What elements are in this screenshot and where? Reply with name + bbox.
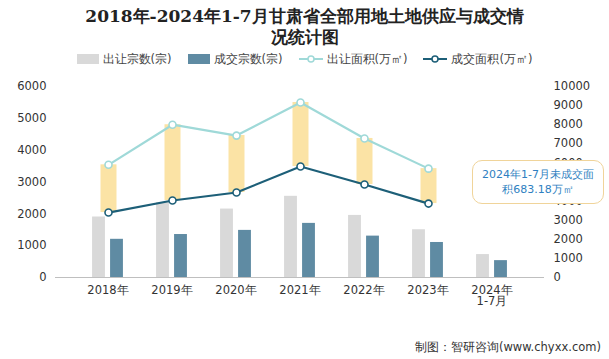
svg-text:2024年1-7月: 2024年1-7月	[471, 283, 512, 309]
svg-text:10000: 10000	[554, 79, 591, 93]
html-text:2024年1-7月未成交面积683.18万㎡: 2024年1-7月未成交面积683.18万㎡	[482, 168, 594, 196]
svg-text:3000: 3000	[17, 175, 46, 189]
svg-text:2019年: 2019年	[151, 283, 192, 297]
svg-text:4000: 4000	[17, 143, 46, 157]
html-text:2018年-2024年1-7月甘肃省全部用地土地供应与成交情: 2018年-2024年1-7月甘肃省全部用地土地供应与成交情况统计图	[85, 6, 524, 47]
html-text:成交宗数(宗): 成交宗数(宗)	[213, 51, 283, 66]
svg-text:1000: 1000	[17, 238, 46, 252]
svg-text:1000: 1000	[554, 251, 583, 265]
svg-text:7000: 7000	[554, 136, 583, 150]
html-text:出让面积(万㎡): 出让面积(万㎡)	[326, 51, 408, 66]
svg-text:2000: 2000	[17, 207, 46, 221]
svg-text:2023年: 2023年	[407, 283, 448, 297]
svg-text:9000: 9000	[554, 98, 583, 112]
svg-text:2022年: 2022年	[343, 283, 384, 297]
html-text:出让宗数(宗): 出让宗数(宗)	[102, 51, 172, 66]
svg-text:2020年: 2020年	[215, 283, 256, 297]
svg-text:3000: 3000	[554, 213, 583, 227]
svg-text:8000: 8000	[554, 117, 583, 131]
svg-text:0: 0	[554, 270, 561, 284]
html-text:成交面积(万㎡): 成交面积(万㎡)	[451, 51, 533, 66]
svg-text:2018年: 2018年	[87, 283, 128, 297]
svg-text:2021年: 2021年	[279, 283, 320, 297]
html-text:制图：智研咨询(www.chyxx.com): 制图：智研咨询(www.chyxx.com)	[415, 340, 601, 354]
svg-text:5000: 5000	[17, 111, 46, 125]
svg-text:2000: 2000	[554, 232, 583, 246]
svg-text:6000: 6000	[17, 79, 46, 93]
svg-text:0: 0	[39, 270, 46, 284]
